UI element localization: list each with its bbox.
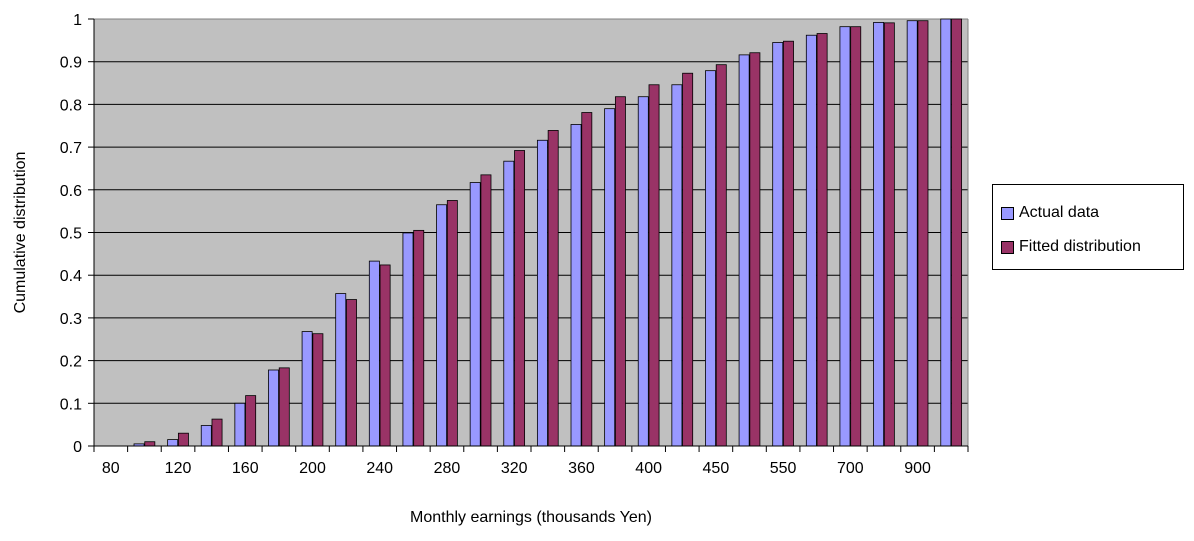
bar-actual bbox=[536, 139, 548, 447]
x-tick-label: 160 bbox=[232, 460, 259, 477]
x-tick-label: 900 bbox=[904, 460, 931, 477]
y-tick-label: 0.6 bbox=[60, 183, 82, 200]
legend: Actual data Fitted distribution bbox=[992, 184, 1184, 270]
bar-fitted bbox=[715, 64, 727, 447]
bar-actual bbox=[368, 260, 380, 447]
legend-label-fitted: Fitted distribution bbox=[1019, 238, 1141, 255]
bar-fitted bbox=[581, 112, 593, 447]
bar-actual bbox=[301, 331, 313, 447]
x-tick-label: 240 bbox=[366, 460, 393, 477]
legend-item-actual: Actual data bbox=[1001, 203, 1099, 223]
x-axis-title: Monthly earnings (thousands Yen) bbox=[410, 509, 652, 526]
bar-actual bbox=[940, 18, 952, 447]
bar-fitted bbox=[480, 174, 492, 447]
bar-fitted bbox=[850, 26, 862, 447]
bar-actual bbox=[906, 20, 918, 447]
bar-actual bbox=[738, 54, 750, 447]
y-tick-label: 0.5 bbox=[60, 226, 82, 243]
y-tick-label: 0.3 bbox=[60, 311, 82, 328]
y-tick-label: 0.7 bbox=[60, 140, 82, 157]
y-tick-label: 0.9 bbox=[60, 55, 82, 72]
bar-actual bbox=[604, 108, 616, 447]
bar-actual bbox=[873, 22, 885, 447]
legend-item-fitted: Fitted distribution bbox=[1001, 237, 1141, 257]
bar-actual bbox=[772, 42, 784, 447]
legend-label-actual: Actual data bbox=[1019, 204, 1100, 221]
bar-actual bbox=[436, 204, 448, 447]
y-tick-label: 0.4 bbox=[60, 268, 82, 285]
bar-fitted bbox=[177, 432, 189, 447]
bar-fitted bbox=[379, 264, 391, 447]
x-tick-label: 280 bbox=[434, 460, 461, 477]
legend-swatch-actual bbox=[1001, 206, 1014, 220]
bar-fitted bbox=[211, 418, 223, 447]
bar-fitted bbox=[883, 22, 895, 447]
x-tick-label: 200 bbox=[299, 460, 326, 477]
bar-fitted bbox=[278, 367, 290, 447]
bar-fitted bbox=[816, 33, 828, 447]
legend-swatch-fitted bbox=[1001, 240, 1014, 254]
x-tick-label: 450 bbox=[703, 460, 730, 477]
bar-fitted bbox=[312, 333, 324, 447]
y-tick-label: 0.2 bbox=[60, 354, 82, 371]
bar-fitted bbox=[749, 52, 761, 447]
bar-actual bbox=[671, 84, 683, 447]
bar-actual bbox=[268, 369, 279, 447]
bar-actual bbox=[234, 402, 246, 447]
bar-actual bbox=[805, 34, 817, 447]
bar-fitted bbox=[917, 20, 929, 447]
bar-fitted bbox=[614, 96, 626, 447]
x-tick-label: 80 bbox=[102, 460, 120, 477]
bar-actual bbox=[402, 232, 414, 447]
bar-actual bbox=[503, 160, 515, 447]
bar-fitted bbox=[245, 395, 257, 447]
bar-fitted bbox=[682, 72, 694, 447]
bar-actual bbox=[839, 26, 851, 447]
x-tick-label: 400 bbox=[635, 460, 662, 477]
bar-actual bbox=[570, 124, 582, 447]
x-tick-label: 120 bbox=[165, 460, 192, 477]
bar-actual bbox=[637, 96, 649, 447]
x-tick-label: 550 bbox=[770, 460, 797, 477]
bar-actual bbox=[200, 425, 212, 447]
bar-actual bbox=[335, 293, 347, 447]
bar-fitted bbox=[648, 84, 660, 447]
y-axis-title: Cumulative distribution bbox=[12, 152, 29, 314]
y-tick-label: 0 bbox=[73, 439, 82, 456]
bar-fitted bbox=[514, 150, 526, 447]
y-tick-label: 0.8 bbox=[60, 97, 82, 114]
bar-fitted bbox=[144, 441, 156, 447]
bar-actual bbox=[469, 182, 481, 447]
x-tick-label: 360 bbox=[568, 460, 595, 477]
bar-fitted bbox=[446, 200, 458, 447]
bar-fitted bbox=[783, 40, 794, 447]
x-tick-label: 320 bbox=[501, 460, 528, 477]
bar-actual bbox=[167, 439, 179, 447]
y-tick-label: 1 bbox=[73, 12, 82, 29]
bar-actual bbox=[705, 70, 716, 447]
x-tick-label: 700 bbox=[837, 460, 864, 477]
bar-fitted bbox=[547, 130, 559, 447]
bar-fitted bbox=[346, 299, 357, 447]
bar-fitted bbox=[951, 18, 963, 447]
y-tick-label: 0.1 bbox=[60, 396, 82, 413]
bar-fitted bbox=[413, 229, 425, 447]
